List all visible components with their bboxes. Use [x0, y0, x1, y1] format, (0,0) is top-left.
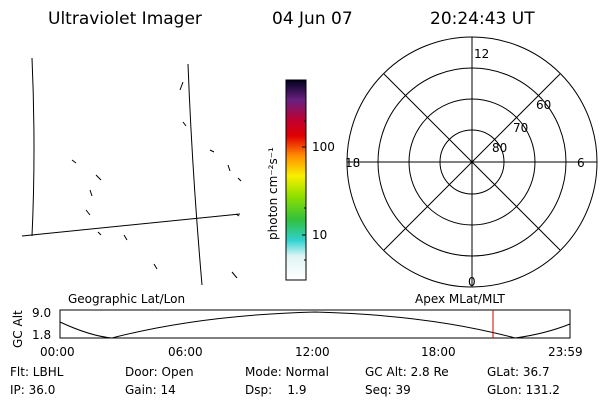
date: 04 Jun 07 — [272, 9, 353, 29]
status-field: Dsp: 1.9 — [245, 383, 307, 397]
orbit-y-tick: 9.0 — [32, 306, 51, 320]
lat-label: 70 — [513, 121, 528, 135]
lat-label: 80 — [492, 141, 507, 155]
time-tick: 23:59 — [548, 345, 583, 359]
orbit-y-label: GC Alt — [11, 310, 25, 348]
mlt-label: 18 — [345, 156, 360, 170]
mlt-label: 12 — [474, 47, 489, 61]
polar-grid — [346, 36, 598, 288]
instrument: Ultraviolet Imager — [48, 9, 202, 29]
colorbar-tick: 10 — [312, 228, 327, 242]
mlt-label: 0 — [468, 275, 476, 289]
mlt-label: 6 — [577, 156, 585, 170]
colorbar-label: photon cm⁻²s⁻¹ — [266, 147, 280, 240]
status-field: Door: Open — [125, 365, 194, 379]
status-field: GLon: 131.2 — [487, 383, 560, 397]
orbit-left-title: Geographic Lat/Lon — [68, 292, 185, 306]
colorbar-tick: 100 — [312, 140, 335, 154]
time-tick: 06:00 — [168, 345, 203, 359]
map-grid — [21, 57, 242, 286]
time-tick: 12:00 — [295, 345, 330, 359]
orbit-y-tick: 1.8 — [32, 328, 51, 342]
time-tick: 00:00 — [40, 345, 75, 359]
orbit-right-title: Apex MLat/MLT — [415, 292, 505, 306]
lat-label: 60 — [536, 98, 551, 112]
status: Flt: LBHL Door: Open Mode: Normal GC Alt: 2… — [10, 365, 560, 397]
orbit-curve — [59, 311, 571, 339]
status-field: GLat: 36.7 — [487, 365, 550, 379]
time: 20:24:43 UT — [430, 9, 535, 29]
time-tick: 18:00 — [421, 345, 456, 359]
colorbar-ticks — [302, 120, 306, 261]
status-field: Flt: LBHL — [10, 365, 64, 379]
status-field: Mode: Normal — [245, 365, 329, 379]
status-field: IP: 36.0 — [10, 383, 55, 397]
status-field: GC Alt: 2.8 Re — [365, 365, 449, 379]
status-field: Gain: 14 — [125, 383, 176, 397]
status-field: Seq: 39 — [365, 383, 411, 397]
colorbar — [285, 79, 307, 281]
